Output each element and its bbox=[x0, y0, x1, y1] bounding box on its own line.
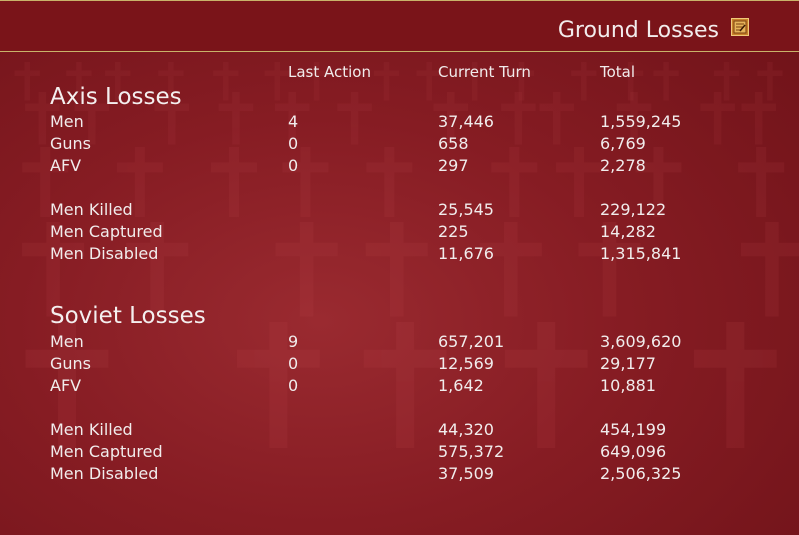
total-value: 10,881 bbox=[600, 376, 656, 395]
current-turn-value: 25,545 bbox=[438, 200, 494, 219]
row-label: Men Killed bbox=[50, 200, 133, 219]
row-label: AFV bbox=[50, 156, 82, 175]
axis-losses-heading: Axis Losses bbox=[50, 84, 182, 110]
row-label: Guns bbox=[50, 134, 92, 153]
current-turn-value: 297 bbox=[438, 156, 469, 175]
page-title: Ground Losses bbox=[557, 18, 719, 43]
row-label: Men bbox=[50, 332, 84, 351]
notepad-icon[interactable] bbox=[731, 18, 749, 36]
total-value: 14,282 bbox=[600, 222, 656, 241]
row-label: Men bbox=[50, 112, 84, 131]
row-label: Men Captured bbox=[50, 442, 163, 461]
last-action-value: 4 bbox=[288, 112, 299, 131]
current-turn-value: 658 bbox=[438, 134, 469, 153]
soviet-losses-heading: Soviet Losses bbox=[50, 303, 206, 329]
column-header-last-action: Last Action bbox=[288, 63, 371, 81]
last-action-value: 9 bbox=[288, 332, 299, 351]
total-value: 29,177 bbox=[600, 354, 656, 373]
total-value: 1,315,841 bbox=[600, 244, 682, 263]
current-turn-value: 37,509 bbox=[438, 464, 494, 483]
cemetery-crosses-background bbox=[14, 62, 799, 448]
current-turn-value: 225 bbox=[438, 222, 469, 241]
total-value: 2,278 bbox=[600, 156, 646, 175]
total-value: 2,506,325 bbox=[600, 464, 682, 483]
current-turn-value: 1,642 bbox=[438, 376, 484, 395]
total-value: 3,609,620 bbox=[600, 332, 682, 351]
last-action-value: 0 bbox=[288, 134, 299, 153]
row-label: Men Disabled bbox=[50, 244, 159, 263]
row-label: Guns bbox=[50, 354, 92, 373]
row-label: AFV bbox=[50, 376, 82, 395]
last-action-value: 0 bbox=[288, 376, 299, 395]
row-label: Men Captured bbox=[50, 222, 163, 241]
current-turn-value: 44,320 bbox=[438, 420, 494, 439]
total-value: 6,769 bbox=[600, 134, 646, 153]
column-header-current-turn: Current Turn bbox=[438, 63, 531, 81]
row-label: Men Disabled bbox=[50, 464, 159, 483]
column-header-total: Total bbox=[600, 63, 636, 81]
total-value: 649,096 bbox=[600, 442, 667, 461]
last-action-value: 0 bbox=[288, 156, 299, 175]
current-turn-value: 575,372 bbox=[438, 442, 505, 461]
row-label: Men Killed bbox=[50, 420, 133, 439]
current-turn-value: 11,676 bbox=[438, 244, 494, 263]
current-turn-value: 37,446 bbox=[438, 112, 494, 131]
total-value: 1,559,245 bbox=[600, 112, 682, 131]
current-turn-value: 657,201 bbox=[438, 332, 505, 351]
header-bar: Ground Losses bbox=[0, 0, 799, 52]
last-action-value: 0 bbox=[288, 354, 299, 373]
total-value: 229,122 bbox=[600, 200, 667, 219]
total-value: 454,199 bbox=[600, 420, 667, 439]
current-turn-value: 12,569 bbox=[438, 354, 494, 373]
